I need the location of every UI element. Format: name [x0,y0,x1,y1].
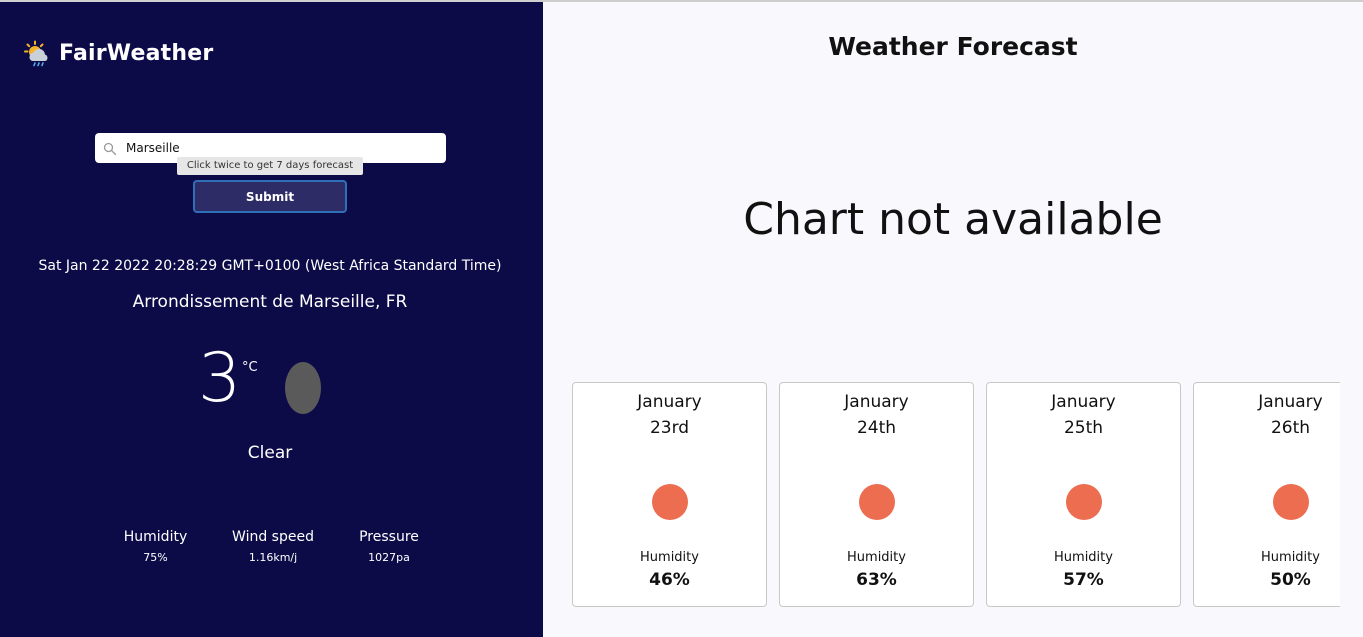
stat-label: Humidity [123,529,188,545]
card-humidity-value: 50% [1270,570,1311,590]
card-month: January [637,392,702,412]
card-humidity-value: 57% [1063,570,1104,590]
stat-humidity: Humidity 75% [110,529,201,564]
card-month: January [844,392,909,412]
temperature-value: 3 [198,339,242,418]
submit-button[interactable]: Submit [193,180,347,213]
card-humidity-value: 63% [856,570,897,590]
sun-icon [1272,484,1309,520]
stat-label: Wind speed [232,529,314,545]
forecast-card: January 26th Humidity 50% [1193,382,1340,607]
sun-icon [651,484,688,520]
card-day: 26th [1270,418,1311,438]
chart-unavailable-message: Chart not available [743,194,1163,245]
forecast-cards[interactable]: January 23rd Humidity 46% January 24th H… [572,382,1340,608]
forecast-card: January 23rd Humidity 46% [572,382,767,607]
sun-icon [858,484,895,520]
stat-wind-speed: Wind speed 1.16km/j [201,529,345,564]
card-day: 24th [856,418,897,438]
sun-cloud-rain-icon [24,40,51,67]
card-humidity-label: Humidity [1261,550,1320,565]
app-title: FairWeather [59,41,214,66]
stat-label: Pressure [359,529,419,545]
location-name: Arrondissement de Marseille, FR [132,292,408,312]
card-month: January [1258,392,1323,412]
card-humidity-value: 46% [649,570,690,590]
forecast-panel: Weather Forecast Chart not available Jan… [543,2,1363,637]
weather-stats: Humidity 75% Wind speed 1.16km/j Pressur… [110,529,433,564]
brand[interactable]: FairWeather [24,40,213,67]
forecast-card: January 25th Humidity 57% [986,382,1181,607]
forecast-title: Weather Forecast [828,32,1078,61]
weather-condition-icon [285,362,321,414]
stat-pressure: Pressure 1027pa [345,529,433,564]
stat-value: 75% [143,551,168,564]
weather-condition: Clear [247,443,293,463]
search-tooltip: Click twice to get 7 days forecast [177,157,363,175]
stat-value: 1027pa [368,551,410,564]
current-weather-panel: FairWeather Click twice to get 7 days fo… [0,2,543,637]
card-humidity-label: Humidity [640,550,699,565]
card-humidity-label: Humidity [1054,550,1113,565]
forecast-card: January 24th Humidity 63% [779,382,974,607]
card-month: January [1051,392,1116,412]
current-datetime: Sat Jan 22 2022 20:28:29 GMT+0100 (West … [38,258,502,274]
city-search-input[interactable] [126,141,426,155]
card-humidity-label: Humidity [847,550,906,565]
sun-icon [1065,484,1102,520]
temperature-unit: °C [242,360,258,375]
top-border [0,0,1363,2]
stat-value: 1.16km/j [248,551,298,564]
card-day: 25th [1063,418,1104,438]
card-day: 23rd [649,418,690,438]
search-icon [103,141,117,156]
